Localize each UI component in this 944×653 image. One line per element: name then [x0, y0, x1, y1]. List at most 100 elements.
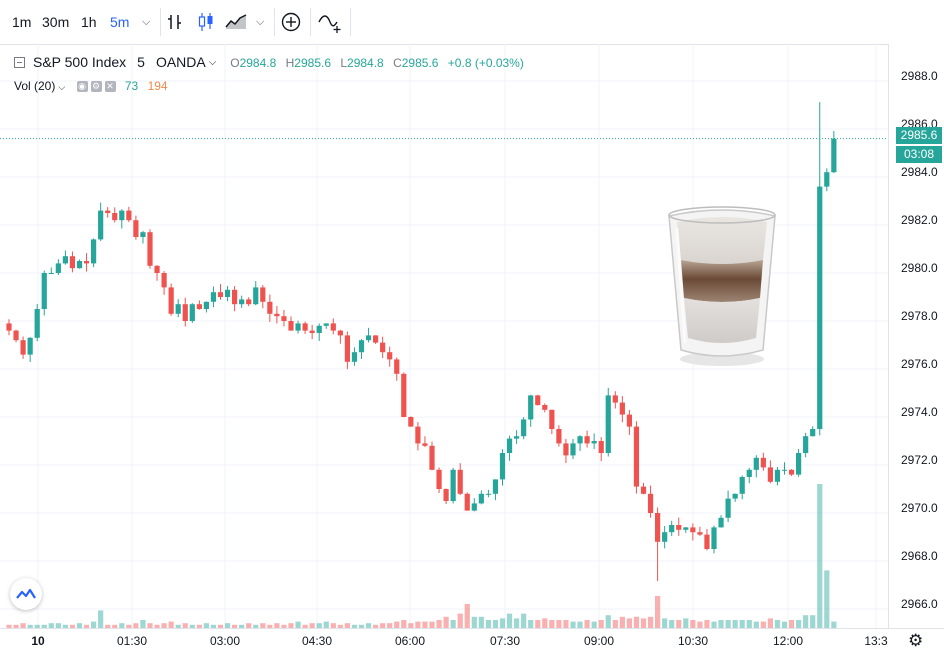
interval-5m-button[interactable]: 5m — [110, 14, 130, 30]
candle-body — [810, 429, 816, 437]
volume-bar — [408, 623, 414, 628]
candle-body — [415, 426, 421, 444]
candle-body — [380, 342, 386, 353]
candle-body — [676, 525, 682, 530]
volume-bar — [69, 624, 76, 628]
volume-bar — [704, 620, 710, 628]
volume-bar — [105, 624, 111, 628]
candle-body — [41, 273, 47, 309]
price-label: 2984.0 — [901, 165, 938, 179]
candle-body — [175, 304, 181, 314]
toolbar-divider — [274, 8, 275, 36]
eye-icon[interactable]: ◉ — [76, 81, 88, 93]
volume-bar — [380, 623, 386, 628]
candle-body — [471, 503, 477, 511]
candle-body — [267, 301, 273, 314]
latte-glass-image — [668, 206, 776, 366]
candle-body — [387, 352, 393, 360]
candle-body — [647, 493, 654, 513]
volume-bar — [478, 616, 484, 628]
price-label: 2980.0 — [901, 261, 938, 275]
volume-bar — [83, 624, 90, 628]
time-axis[interactable]: 10 01:30 03:00 04:30 06:00 07:30 09:00 1… — [0, 628, 944, 653]
close-value: 2985.6 — [401, 55, 439, 70]
volume-bar — [344, 623, 350, 628]
time-label: 07:30 — [489, 634, 521, 648]
candle-body — [506, 438, 513, 453]
volume-bar — [732, 620, 738, 628]
candle-body — [168, 287, 174, 314]
candle-body — [626, 414, 632, 427]
volume-bar — [394, 621, 400, 628]
candle-body — [697, 532, 703, 535]
volume-indicator-label[interactable]: Vol (20) — [14, 79, 56, 93]
candle-body — [288, 321, 294, 331]
symbol-source[interactable]: OANDA — [155, 54, 206, 71]
volume-chevron-icon[interactable]: ⌵ — [58, 82, 66, 92]
candle-body — [69, 256, 76, 269]
volume-bar — [161, 623, 167, 628]
volume-bar — [6, 624, 12, 628]
candle-body — [739, 477, 745, 494]
candle-body — [302, 323, 308, 331]
high-value: 2985.6 — [294, 55, 331, 70]
chart-type-dropdown-chevron-icon[interactable]: ⌵ — [256, 16, 265, 28]
source-chevron-icon[interactable]: ⌵ — [208, 56, 217, 68]
volume-bar — [119, 623, 125, 628]
toolbar-divider — [160, 8, 161, 36]
bars-chart-type-icon[interactable] — [166, 13, 184, 31]
volume-bar — [803, 615, 809, 628]
candle-body — [232, 289, 238, 305]
interval-1m-button[interactable]: 1m — [12, 14, 32, 30]
candlestick-chart[interactable] — [0, 44, 888, 628]
interval-1h-button[interactable]: 1h — [81, 14, 97, 30]
candle-body — [309, 330, 315, 333]
remove-indicator-icon[interactable]: ✕ — [104, 81, 116, 93]
interval-30m-button[interactable]: 30m — [42, 14, 70, 30]
volume-bar — [147, 623, 153, 628]
candles-chart-type-icon[interactable] — [197, 12, 215, 32]
volume-bar — [640, 618, 647, 628]
candle-body — [182, 304, 188, 321]
candle-body — [429, 445, 435, 470]
add-indicator-plus-icon[interactable] — [281, 12, 301, 32]
settings-icon[interactable]: ⚙ — [90, 81, 102, 93]
candle-body — [485, 493, 491, 495]
volume-bar — [126, 624, 132, 628]
volume-bar — [485, 620, 491, 628]
compare-symbol-icon[interactable] — [318, 12, 342, 34]
interval-dropdown-chevron-icon[interactable]: ⌵ — [142, 16, 151, 28]
volume-bar — [182, 623, 188, 628]
volume-bar — [683, 618, 689, 628]
volume-legend: Vol (20) ⌵ ◉ ⚙ ✕ 73 194 — [14, 79, 168, 93]
chart-logo-button[interactable] — [10, 578, 42, 610]
volume-bar — [253, 624, 259, 628]
candle-body — [196, 304, 202, 309]
volume-bar — [619, 616, 625, 628]
candle-body — [62, 256, 68, 264]
chart-pane[interactable] — [0, 44, 944, 628]
volume-bar — [450, 620, 456, 628]
candle-body — [443, 489, 449, 501]
candle-body — [55, 263, 61, 273]
volume-value-1: 73 — [124, 79, 139, 93]
symbol-name[interactable]: S&P 500 Index — [33, 54, 127, 71]
candle-body — [690, 527, 696, 533]
volume-bar — [309, 623, 315, 628]
candle-body — [767, 467, 773, 482]
chart-settings-gear-icon[interactable]: ⚙ — [908, 631, 924, 650]
candle-body — [612, 395, 618, 403]
candle-body — [13, 330, 19, 341]
volume-value-2: 194 — [147, 79, 168, 93]
collapse-legend-icon[interactable] — [14, 56, 25, 68]
candle-body — [210, 292, 217, 302]
volume-bar — [140, 620, 146, 628]
volume-bar — [365, 623, 372, 628]
area-chart-type-icon[interactable] — [225, 13, 247, 31]
volume-bar — [633, 616, 640, 628]
volume-bar — [13, 624, 19, 628]
candle-body — [408, 417, 414, 427]
candle-body — [718, 517, 724, 528]
price-label: 2970.0 — [901, 501, 938, 515]
candle-body — [351, 352, 358, 362]
